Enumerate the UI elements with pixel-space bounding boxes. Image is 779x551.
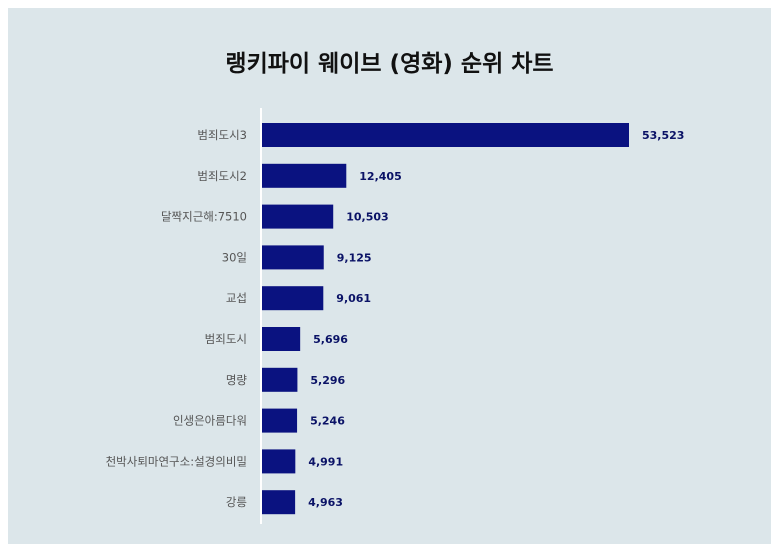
value-label: 5,296 <box>310 374 345 387</box>
value-label: 9,125 <box>337 251 372 264</box>
category-label: 강릉 <box>226 495 247 509</box>
value-label: 5,246 <box>310 415 345 428</box>
category-label: 범죄도시2 <box>197 169 247 183</box>
value-label: 9,061 <box>336 292 371 305</box>
bar <box>261 408 298 433</box>
bar <box>261 163 347 188</box>
category-label: 교섭 <box>226 291 247 305</box>
chart-panel: 랭키파이 웨이브 (영화) 순위 차트 범죄도시3 53,523 범죄도시2 12,4… <box>8 8 771 544</box>
category-label: 달짝지근해:7510 <box>161 210 247 224</box>
value-label: 5,696 <box>313 333 348 346</box>
category-label: 범죄도시3 <box>197 128 247 142</box>
value-label: 12,405 <box>359 170 401 183</box>
category-label: 범죄도시 <box>205 332 247 346</box>
bar <box>261 286 324 311</box>
value-label: 10,503 <box>346 211 388 224</box>
bar <box>261 327 301 351</box>
bar-chart: 범죄도시3 53,523 범죄도시2 12,405 달짝지근해:7510 10,503 30… <box>106 108 684 524</box>
category-label: 인생은아름다워 <box>173 414 247 428</box>
bar <box>261 490 296 515</box>
value-label: 4,963 <box>308 496 343 509</box>
bar <box>261 449 296 474</box>
category-label: 명량 <box>226 373 248 387</box>
value-label: 53,523 <box>642 129 684 142</box>
chart-title: 랭키파이 웨이브 (영화) 순위 차트 <box>225 51 554 77</box>
bar <box>261 367 298 392</box>
bar <box>261 123 629 147</box>
bar <box>261 204 334 229</box>
category-label: 천박사퇴마연구소:설경의비밀 <box>106 454 247 468</box>
value-label: 4,991 <box>308 455 343 468</box>
bar <box>261 245 324 270</box>
category-label: 30일 <box>222 250 247 264</box>
bars-group: 범죄도시3 53,523 범죄도시2 12,405 달짝지근해:7510 10,503 30… <box>106 123 684 515</box>
